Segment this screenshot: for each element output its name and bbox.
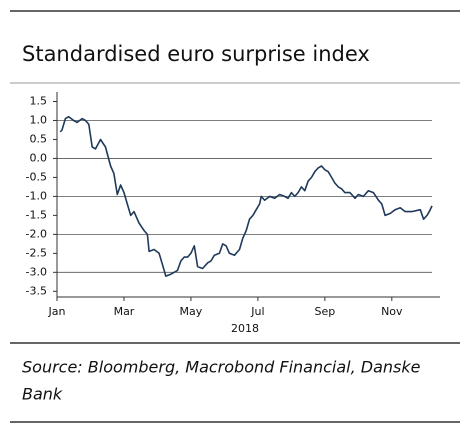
y-tick-label: 0.0 xyxy=(30,151,48,164)
source: Bank xyxy=(22,385,63,404)
line xyxy=(59,115,433,277)
chart-title: Standardised euro surprise index xyxy=(22,42,370,66)
y-tick-label: 0.5 xyxy=(30,132,48,145)
x-tick-label: Mar xyxy=(114,305,135,318)
y-tick-label: -0.5 xyxy=(26,170,47,183)
y-tick-label: -2.5 xyxy=(26,246,47,259)
x-tick-label: May xyxy=(180,305,203,318)
y-tick-label: 1.0 xyxy=(30,113,48,126)
x-tick-label: Jan xyxy=(48,305,66,318)
y-tick-label: -1.5 xyxy=(26,208,47,221)
y-tick-label: -3.0 xyxy=(26,265,47,278)
y-tick-label: -1.0 xyxy=(26,189,47,202)
y-tick-label: 1.5 xyxy=(30,94,48,107)
source: Source: Bloomberg, Macrobond Financial, … xyxy=(22,358,421,377)
x-tick-label: Sep xyxy=(314,305,335,318)
x-tick-label: Jul xyxy=(250,305,264,318)
x-axis-label: 2018 xyxy=(231,322,259,335)
y-tick-label: -3.5 xyxy=(26,284,47,297)
x-tick-label: Nov xyxy=(381,305,403,318)
y-tick-label: -2.0 xyxy=(26,227,47,240)
